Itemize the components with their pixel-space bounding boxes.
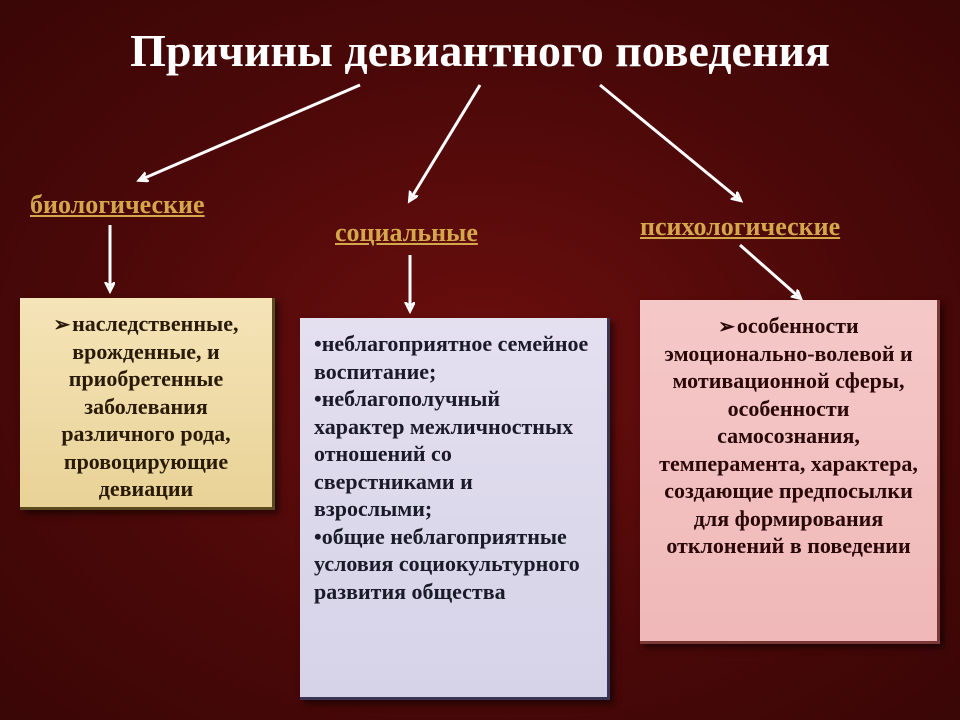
arrow-title-to-psy — [600, 85, 740, 200]
category-label-soc: социальные — [335, 218, 478, 248]
box-psy-item: особенности эмоционально-волевой и мотив… — [654, 312, 923, 560]
box-soc-item: неблагоприятное семейное воспитание; — [314, 330, 593, 385]
arrow-title-to-soc — [410, 85, 480, 200]
box-soc: неблагоприятное семейное воспитание; неб… — [300, 318, 610, 700]
arrow-psy-to-box — [740, 245, 800, 298]
diagram-title: Причины девиантного поведения — [0, 24, 960, 77]
box-soc-item: общие неблагоприятные условия социокульт… — [314, 523, 593, 606]
box-bio-item: наследственные, врожденные, и приобретен… — [34, 310, 258, 503]
category-label-bio: биологические — [30, 190, 205, 220]
arrow-title-to-bio — [140, 85, 360, 180]
box-psy: особенности эмоционально-волевой и мотив… — [640, 300, 940, 644]
box-bio: наследственные, врожденные, и приобретен… — [20, 298, 275, 510]
box-soc-item: неблагополучный характер межличностных о… — [314, 385, 593, 523]
category-label-psy: психологические — [640, 212, 840, 242]
